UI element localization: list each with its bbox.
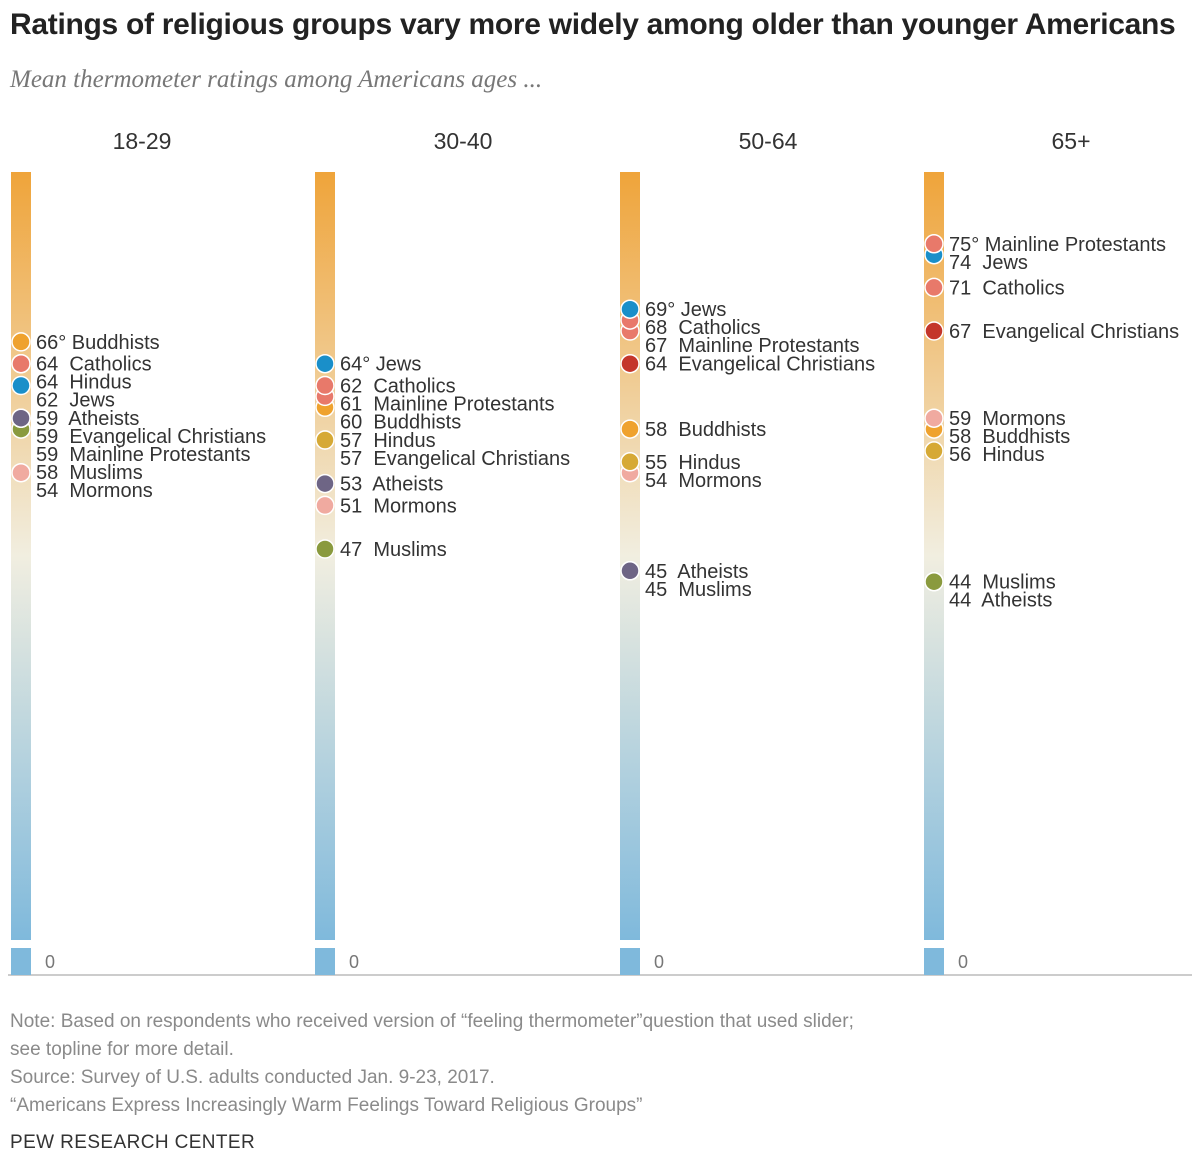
point-label: 54 Mormons xyxy=(36,480,153,502)
point-label: 44 Atheists xyxy=(949,590,1052,612)
column-header: 65+ xyxy=(1051,128,1090,154)
point-label: 54 Mormons xyxy=(645,470,762,492)
point-muslims xyxy=(924,571,944,592)
point-label: 59 Atheists xyxy=(36,408,139,430)
point-label: 51 Mormons xyxy=(340,495,457,517)
source-line: Source: Survey of U.S. adults conducted … xyxy=(10,1067,495,1088)
point-label: 59 Evangelical Christians xyxy=(36,426,266,448)
point-label: 58 Buddhists xyxy=(645,419,766,441)
point-label: 69° Jews xyxy=(645,299,726,321)
point-mainline-protestants xyxy=(924,234,944,254)
point-label: 57 Evangelical Christians xyxy=(340,448,570,470)
point-evangelical-christians xyxy=(924,321,944,341)
point-hindus xyxy=(315,430,335,450)
point-label: 64° Jews xyxy=(340,354,421,376)
point-label: 59 Mormons xyxy=(949,408,1066,430)
notes: Note: Based on respondents who received … xyxy=(10,1008,854,1120)
chart-subtitle: Mean thermometer ratings among Americans… xyxy=(10,66,543,93)
chart-title: Ratings of religious groups vary more wi… xyxy=(10,8,1176,41)
thermometer-base xyxy=(11,948,31,975)
point-mormons xyxy=(11,462,31,483)
point-catholics xyxy=(11,353,31,374)
point-label: 59 Mainline Protestants xyxy=(36,444,251,466)
point-label: 58 Muslims xyxy=(36,462,143,484)
point-label: 64 Hindus xyxy=(36,372,132,394)
point-label: 62 Jews xyxy=(36,390,115,412)
point-label: 66° Buddhists xyxy=(36,332,160,354)
point-mormons xyxy=(315,495,335,516)
column-header: 50-64 xyxy=(739,128,798,154)
zero-label: 0 xyxy=(349,952,359,972)
point-label: 56 Hindus xyxy=(949,444,1045,466)
thermometer-base xyxy=(620,948,640,975)
point-label: 45 Muslims xyxy=(645,579,752,601)
point-jews xyxy=(620,299,640,319)
thermometer-base xyxy=(315,948,335,975)
point-label: 68 Catholics xyxy=(645,317,761,339)
point-hindus xyxy=(924,441,944,461)
point-label: 58 Buddhists xyxy=(949,426,1070,448)
point-label: 53 Atheists xyxy=(340,474,443,496)
point-catholics xyxy=(924,277,944,298)
point-atheists xyxy=(11,408,31,428)
source-org: PEW RESEARCH CENTER xyxy=(10,1132,256,1153)
thermometer-bar xyxy=(620,172,640,940)
point-label: 57 Hindus xyxy=(340,430,436,452)
point-label: 67 Evangelical Christians xyxy=(949,321,1179,343)
point-label: 62 Catholics xyxy=(340,376,456,398)
report-title-line: “Americans Express Increasingly Warm Fee… xyxy=(10,1095,643,1116)
point-label: 61 Mainline Protestants xyxy=(340,394,555,416)
point-hindus xyxy=(620,452,640,472)
point-label: 71 Catholics xyxy=(949,277,1065,299)
point-evangelical-christians xyxy=(620,353,640,374)
thermometer-bar xyxy=(924,172,944,940)
point-mormons xyxy=(924,408,944,428)
point-jews xyxy=(11,375,31,396)
point-label: 47 Muslims xyxy=(340,539,447,561)
point-label: 74 Jews xyxy=(949,252,1028,274)
thermometer-bar xyxy=(11,172,31,940)
point-label: 75° Mainline Protestants xyxy=(949,234,1166,256)
zero-label: 0 xyxy=(958,952,968,972)
point-catholics xyxy=(315,375,335,396)
note-line-1: Note: Based on respondents who received … xyxy=(10,1011,854,1032)
point-label: 67 Mainline Protestants xyxy=(645,335,860,357)
thermometer-base xyxy=(924,948,944,975)
point-atheists xyxy=(315,473,335,494)
point-jews xyxy=(315,353,335,374)
point-buddhists xyxy=(11,332,31,352)
column-header: 18-29 xyxy=(113,128,172,154)
point-atheists xyxy=(620,561,640,581)
zero-label: 0 xyxy=(654,952,664,972)
point-label: 55 Hindus xyxy=(645,452,741,474)
point-muslims xyxy=(315,539,335,559)
point-label: 44 Muslims xyxy=(949,572,1056,594)
point-label: 64 Evangelical Christians xyxy=(645,354,875,376)
point-label: 60 Buddhists xyxy=(340,412,461,434)
zero-label: 0 xyxy=(45,952,55,972)
point-label: 64 Catholics xyxy=(36,354,152,376)
point-label: 45 Atheists xyxy=(645,561,748,583)
column-header: 30-40 xyxy=(434,128,493,154)
point-buddhists xyxy=(620,419,640,439)
note-line-2: see topline for more detail. xyxy=(10,1039,234,1060)
